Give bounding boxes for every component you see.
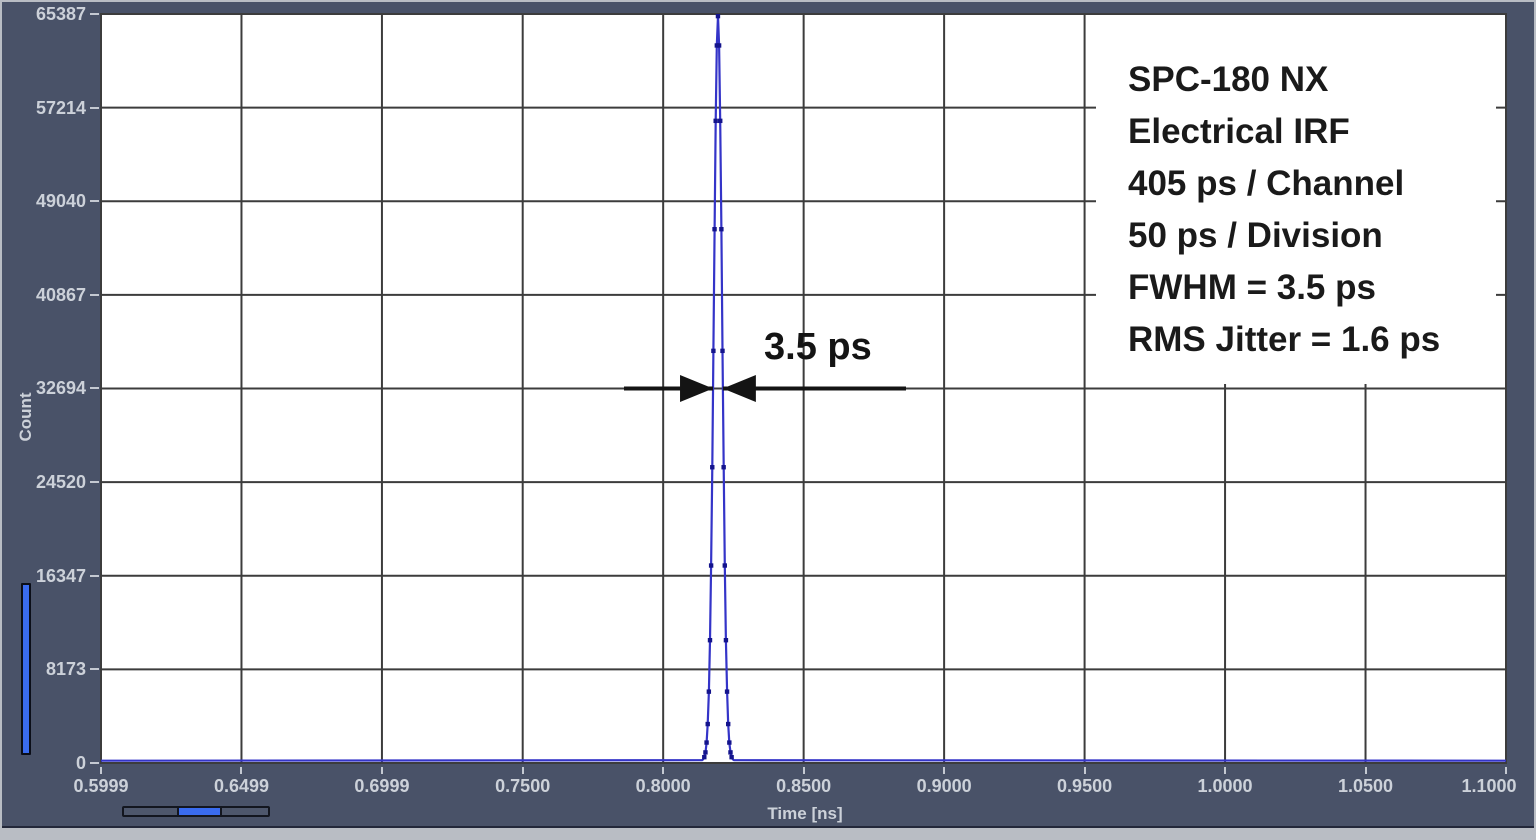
y-tick-label: 16347 xyxy=(35,565,86,586)
y-tick-mark xyxy=(90,106,99,109)
horizontal-scrollbar-track[interactable] xyxy=(122,806,270,817)
data-point-marker xyxy=(727,740,732,745)
data-point-marker xyxy=(713,118,718,124)
x-tick-mark xyxy=(943,767,946,774)
data-point-marker xyxy=(724,689,730,694)
y-tick-label: 0 xyxy=(75,753,86,773)
data-point-marker xyxy=(718,118,723,124)
info-box-background xyxy=(1096,15,1496,384)
x-tick-mark xyxy=(1505,767,1507,774)
data-point-marker xyxy=(703,750,708,755)
data-point-marker xyxy=(708,563,714,568)
x-tick-mark xyxy=(1364,767,1367,774)
data-point-marker xyxy=(706,689,712,694)
measurement-info-text: SPC-180 NX Electrical IRF 405 ps / Chann… xyxy=(1128,54,1508,366)
info-line-jitter: RMS Jitter = 1.6 ps xyxy=(1128,320,1441,359)
x-tick-label: 1.1000 xyxy=(1461,776,1517,796)
data-point-marker xyxy=(719,227,724,232)
x-tick-mark xyxy=(1224,767,1227,774)
data-point-marker xyxy=(702,754,707,760)
x-tick-mark xyxy=(100,767,102,774)
x-tick-label: 1.0000 xyxy=(1197,776,1253,796)
y-tick-mark xyxy=(90,387,99,390)
data-point-marker xyxy=(723,638,729,643)
y-tick-mark xyxy=(90,668,99,671)
data-point-marker xyxy=(711,348,716,354)
data-point-marker xyxy=(710,465,715,470)
data-point-marker xyxy=(720,348,725,354)
fwhm-arrow-left-head xyxy=(722,374,756,402)
y-axis-title: Count xyxy=(16,392,35,442)
x-tick-mark xyxy=(1083,767,1086,774)
x-tick-label: 0.9500 xyxy=(1057,776,1113,796)
x-tick-label: 0.8000 xyxy=(635,776,691,796)
plot-border xyxy=(100,13,1507,764)
data-point-marker xyxy=(716,43,722,48)
x-tick-mark xyxy=(662,767,665,774)
x-tick-mark xyxy=(380,767,383,774)
data-point-marker xyxy=(728,750,733,755)
info-line-model: SPC-180 NX xyxy=(1128,60,1329,99)
x-tick-label: 0.9000 xyxy=(916,776,972,796)
data-point-marker xyxy=(715,13,721,19)
x-tick-label: 0.5999 xyxy=(73,776,129,796)
y-tick-label: 57214 xyxy=(35,97,86,118)
data-point-marker xyxy=(729,754,734,760)
info-line-fwhm: FWHM = 3.5 ps xyxy=(1128,268,1376,307)
x-tick-mark xyxy=(802,767,805,774)
info-line-signal: Electrical IRF xyxy=(1128,112,1350,151)
x-axis-title: Time [ns] xyxy=(767,804,843,823)
y-tick-mark xyxy=(90,574,99,577)
info-line-division: 50 ps / Division xyxy=(1128,216,1383,255)
y-tick-mark xyxy=(90,762,99,764)
y-tick-mark xyxy=(90,293,99,296)
y-tick-label: 24520 xyxy=(35,472,86,493)
data-point-marker xyxy=(705,721,710,727)
y-tick-mark xyxy=(90,481,99,484)
irf-plot xyxy=(100,13,1507,764)
data-point-marker xyxy=(712,227,717,232)
y-tick-label: 32694 xyxy=(35,378,86,399)
y-tick-label: 8173 xyxy=(45,659,86,680)
y-tick-mark xyxy=(90,13,99,15)
y-tick-label: 65387 xyxy=(35,4,86,24)
data-point-marker xyxy=(704,740,709,745)
data-point-marker xyxy=(714,43,720,48)
data-point-marker xyxy=(722,563,727,568)
data-point-marker xyxy=(707,638,713,643)
x-tick-label: 1.0500 xyxy=(1337,776,1394,796)
data-point-marker xyxy=(721,465,726,470)
x-tick-label: 0.6499 xyxy=(213,776,269,796)
vertical-scale-slider[interactable] xyxy=(21,583,31,755)
fwhm-arrow-right-head xyxy=(680,374,714,402)
data-point-marker xyxy=(726,721,731,727)
fwhm-annotation-label: 3.5 ps xyxy=(764,326,872,368)
x-tick-mark xyxy=(240,767,243,774)
horizontal-scrollbar-thumb[interactable] xyxy=(177,806,222,817)
x-tick-label: 0.7500 xyxy=(495,776,551,796)
x-tick-mark xyxy=(521,767,524,774)
info-line-channel: 405 ps / Channel xyxy=(1128,164,1405,203)
y-tick-label: 40867 xyxy=(35,284,86,305)
x-tick-label: 0.8500 xyxy=(776,776,832,796)
x-tick-label: 0.6999 xyxy=(354,776,410,796)
y-tick-mark xyxy=(90,200,99,203)
y-tick-label: 49040 xyxy=(35,191,86,212)
